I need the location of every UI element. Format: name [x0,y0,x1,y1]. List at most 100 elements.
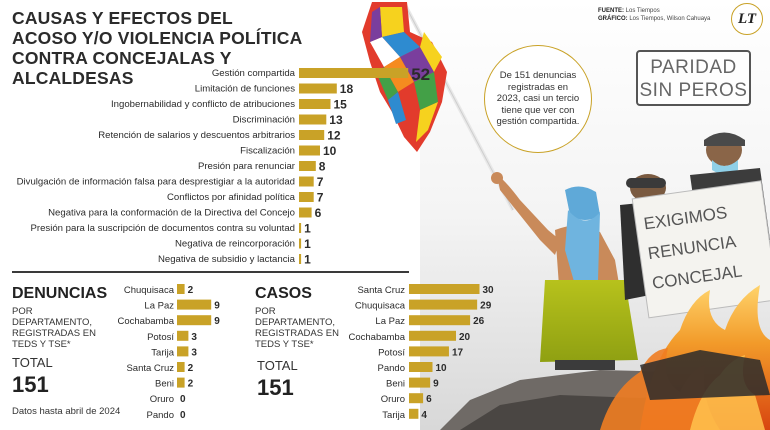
cause-bar [299,176,314,187]
title-line-3: CONTRA CONCEJALAS Y ALCALDESAS [12,48,232,88]
cause-value-label: 12 [327,129,341,143]
casos-value-label: 20 [459,332,471,343]
cause-value-label: 1 [304,237,311,251]
cause-value-label: 52 [411,65,430,84]
casos-category-label: Oruro [381,394,405,405]
cause-value-label: 10 [323,144,337,158]
cause-bar [299,223,302,233]
cause-value-label: 18 [340,82,354,96]
denuncias-category-label: Chuquisaca [124,285,175,296]
casos-value-label: 6 [426,394,432,405]
casos-category-label: Beni [386,379,405,390]
casos-bar [409,408,419,419]
cause-value-label: 15 [334,98,348,112]
cause-category-label: Ingobernabilidad y conflicto de atribuci… [111,99,295,110]
cause-bar [299,254,302,264]
casos-subtitle: POR DEPARTAMENTO, REGISTRADAS EN TEDS Y … [255,306,339,350]
denuncias-value-label: 0 [180,394,186,405]
casos-value-label: 10 [436,363,448,374]
cause-category-label: Gestión compartida [212,68,296,79]
casos-title: CASOS [255,285,312,302]
cause-category-label: Presión para renunciar [198,161,296,172]
denuncias-subtitle: POR DEPARTAMENTO, REGISTRADAS EN TEDS Y … [12,306,96,350]
cause-category-label: Limitación de funciones [195,84,295,95]
casos-category-label: Potosí [378,347,405,358]
casos-bar [409,346,449,357]
denuncias-category-label: Pando [147,410,174,421]
denuncias-bar [177,346,189,357]
paridad-line-1: PARIDAD [650,57,737,78]
casos-value-label: 30 [483,285,495,296]
cause-category-label: Negativa para la conformación de la Dire… [48,208,295,219]
cause-category-label: Divulgación de información falsa para de… [17,177,295,188]
denuncias-value-label: 0 [180,410,186,421]
denuncias-category-label: Potosí [147,332,174,343]
casos-bar [409,393,424,404]
cause-category-label: Retención de salarios y descuentos arbit… [98,130,295,141]
cause-bar [299,207,312,218]
protester-woman [491,172,638,370]
denuncias-total-value: 151 [12,372,49,397]
denuncias-value-label: 3 [191,347,197,358]
cause-category-label: Discriminación [233,115,295,126]
grafico-label: GRÁFICO: [598,16,628,22]
protest-sign: EXIGIMOS RENUNCIA CONCEJAL [631,180,770,319]
casos-value-label: 17 [452,347,464,358]
callout-bubble: De 151 denuncias registradas en 2023, ca… [484,45,592,153]
callout-text: De 151 denuncias registradas en 2023, ca… [496,70,580,128]
cause-value-label: 8 [319,160,326,174]
denuncias-category-label: La Paz [144,301,174,312]
casos-category-label: La Paz [375,316,405,327]
grafico-value: Los Tiempos, Wilson Cahuaya [629,16,711,22]
denuncias-bar [177,362,185,372]
denuncias-bar [177,377,185,388]
denuncias-value-label: 9 [214,301,220,312]
cause-bar [299,130,325,140]
casos-value-label: 26 [473,316,485,327]
cause-category-label: Negativa de subsidio y lactancia [158,254,296,265]
casos-category-label: Cochabamba [348,332,405,343]
fuente-label: FUENTE: [598,8,624,14]
denuncias-category-label: Cochabamba [117,316,174,327]
footnote: Datos hasta abril de 2024 [12,406,121,417]
cause-category-label: Negativa de reincorporación [175,239,295,250]
cause-value-label: 1 [304,222,311,236]
cause-bar [299,83,337,94]
denuncias-category-label: Santa Cruz [126,363,174,374]
casos-bar [409,330,456,341]
cause-category-label: Presión para la suscripción de documento… [30,223,295,234]
cause-bar [299,68,409,78]
cause-bar [299,99,331,109]
denuncias-bar [177,299,212,310]
wiphala-flag [362,2,447,152]
denuncias-category-label: Oruro [150,394,174,405]
cause-bar [299,145,320,156]
cause-value-label: 6 [315,206,322,220]
cause-bar [299,114,327,125]
casos-value-label: 29 [480,301,492,312]
denuncias-value-label: 9 [214,316,220,327]
fuente-value: Los Tiempos [625,8,660,14]
casos-category-label: Santa Cruz [357,285,405,296]
cause-value-label: 1 [304,253,311,267]
denuncias-value-label: 2 [188,285,194,296]
denuncias-total-label: TOTAL [12,355,53,370]
denuncias-value-label: 2 [188,363,194,374]
casos-bar [409,284,480,294]
cause-category-label: Fiscalización [240,146,295,157]
cause-bar [299,238,302,249]
cause-value-label: 7 [317,191,324,205]
section-divider [12,271,409,273]
casos-total-value: 151 [257,375,294,400]
cause-value-label: 7 [317,175,324,189]
source-credits: FUENTE: Los Tiempos GRÁFICO: Los Tiempos… [598,7,710,23]
paridad-line-2: SIN PEROS [639,80,748,101]
denuncias-value-label: 3 [191,332,197,343]
denuncias-bar [177,284,185,294]
casos-bar [409,299,478,310]
casos-value-label: 9 [433,379,439,390]
denuncias-category-label: Tarija [151,347,174,358]
cause-bar [299,161,316,171]
